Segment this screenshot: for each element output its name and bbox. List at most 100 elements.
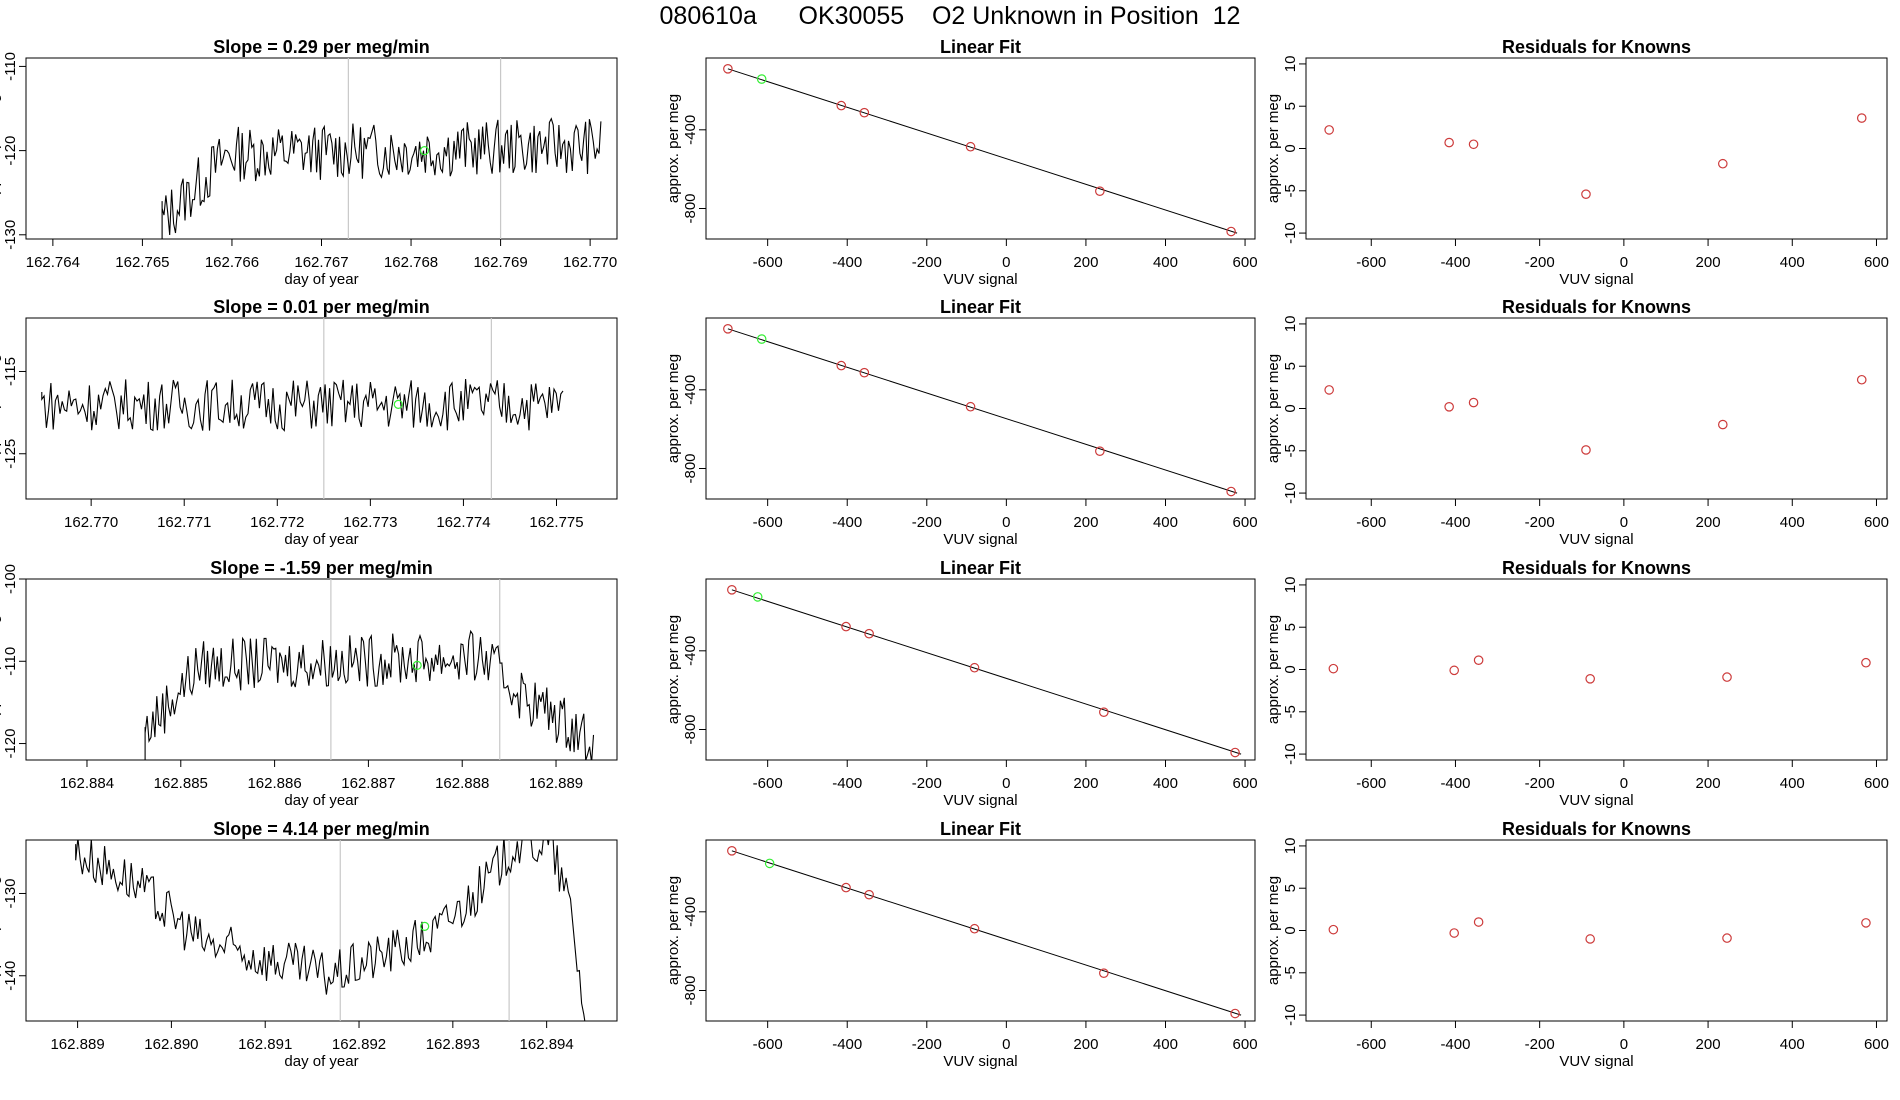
x-tick-label: 400 xyxy=(1153,514,1178,531)
chart-panel-10: Residuals for Knowns -600 -400 -200 0 200 400 6… xyxy=(1265,297,1889,548)
x-tick-label: -600 xyxy=(753,514,783,531)
panel-title: Residuals for Knowns xyxy=(1502,297,1691,317)
panel-title: Residuals for Knowns xyxy=(1502,37,1691,57)
x-tick-label: 200 xyxy=(1073,775,1098,792)
x-tick-label: 162.889 xyxy=(529,775,583,792)
x-axis-label: VUV signal xyxy=(1559,1053,1633,1070)
x-tick-label: 200 xyxy=(1073,1036,1098,1053)
x-tick-label: 200 xyxy=(1073,514,1098,531)
x-tick-label: 162.893 xyxy=(426,1036,480,1053)
x-tick-label: 600 xyxy=(1864,775,1889,792)
unknown-point xyxy=(419,146,430,156)
chart-panel-1: Slope = 0.29 per meg/min 162.764 162.765 16… xyxy=(0,37,618,288)
known-point xyxy=(1581,445,1591,455)
known-point xyxy=(864,628,874,639)
y-tick-label: 5 xyxy=(1282,623,1299,631)
plot-area xyxy=(1328,917,1871,944)
known-point xyxy=(1444,402,1454,412)
plot-frame xyxy=(25,839,618,1022)
y-tick-label: -130 xyxy=(2,220,19,250)
x-tick-label: 162.764 xyxy=(26,254,80,271)
known-point xyxy=(1468,139,1479,150)
x-tick-label: -200 xyxy=(912,1036,942,1053)
x-tick-label: -400 xyxy=(832,254,862,271)
x-axis-label: VUV signal xyxy=(943,792,1017,809)
x-axis-label: VUV signal xyxy=(943,271,1017,288)
chart-panel-2: Slope = 0.01 per meg/min 162.770 162.771 16… xyxy=(0,297,618,548)
unknown-point xyxy=(764,858,775,869)
known-point xyxy=(1230,1008,1240,1019)
x-tick-label: 600 xyxy=(1864,514,1889,531)
y-axis-label: approx. per meg xyxy=(1265,876,1282,985)
unknown-point xyxy=(420,921,430,931)
x-tick-label: -400 xyxy=(1440,254,1470,271)
y-tick-label: -800 xyxy=(682,975,699,1005)
y-tick-label: 0 xyxy=(1282,404,1299,412)
y-tick-label: -110 xyxy=(2,647,19,676)
x-tick-label: -600 xyxy=(1356,775,1386,792)
x-tick-label: -400 xyxy=(832,514,862,531)
y-tick-label: -5 xyxy=(1282,444,1299,457)
chart-panel-4: Slope = 4.14 per meg/min 162.889 162.890 16… xyxy=(0,819,618,1070)
plot-frame xyxy=(705,57,1256,240)
plot-area xyxy=(723,324,1238,497)
x-tick-label: 162.886 xyxy=(247,775,301,792)
known-point xyxy=(1718,419,1728,430)
x-tick-label: 600 xyxy=(1864,254,1889,271)
known-point xyxy=(1585,674,1595,684)
y-tick-label: -140 xyxy=(2,961,19,991)
y-tick-label: 10 xyxy=(1282,316,1299,333)
x-tick-label: -200 xyxy=(912,775,942,792)
known-point xyxy=(1718,158,1728,169)
y-tick-label: -400 xyxy=(682,115,699,145)
plot-frame xyxy=(705,317,1256,500)
panel-title: Slope = 0.29 per meg/min xyxy=(213,37,430,57)
known-point xyxy=(1473,655,1484,665)
x-axis-label: day of year xyxy=(284,531,358,548)
y-tick-label: 0 xyxy=(1282,144,1299,152)
signal-series-line xyxy=(144,629,595,760)
y-tick-label: 10 xyxy=(1282,577,1299,594)
plot-frame xyxy=(1305,57,1888,240)
chart-panel-9: Residuals for Knowns -600 -400 -200 0 200 400 6… xyxy=(1265,37,1889,288)
x-tick-label: -200 xyxy=(912,514,942,531)
known-point xyxy=(723,324,733,334)
panel-title: Slope = -1.59 per meg/min xyxy=(210,558,433,578)
x-tick-label: 162.770 xyxy=(563,254,617,271)
known-point xyxy=(1099,968,1109,978)
known-point xyxy=(1856,113,1867,123)
plot-area xyxy=(144,579,595,760)
known-point xyxy=(836,100,847,111)
plot-area xyxy=(75,840,586,1021)
x-tick-label: -400 xyxy=(1440,1036,1470,1053)
y-tick-label: -100 xyxy=(2,564,19,594)
panel-title: Residuals for Knowns xyxy=(1502,819,1691,839)
unknown-point xyxy=(752,592,763,602)
x-tick-label: 162.770 xyxy=(64,514,118,531)
plot-area xyxy=(727,585,1242,758)
x-tick-label: 200 xyxy=(1696,254,1721,271)
x-tick-label: 200 xyxy=(1696,1036,1721,1053)
known-point xyxy=(841,621,851,632)
x-tick-label: 400 xyxy=(1153,775,1178,792)
known-point xyxy=(841,882,851,893)
y-tick-label: -400 xyxy=(682,897,699,927)
x-tick-label: 162.773 xyxy=(343,514,397,531)
plot-frame xyxy=(1305,578,1888,761)
panel-title: Slope = 0.01 per meg/min xyxy=(213,297,430,317)
x-tick-label: 0 xyxy=(1002,514,1010,531)
x-axis-label: VUV signal xyxy=(943,531,1017,548)
x-tick-label: -600 xyxy=(1356,1036,1386,1053)
fit-line xyxy=(731,850,1242,1016)
signal-series-line xyxy=(41,378,564,432)
x-tick-label: 200 xyxy=(1073,254,1098,271)
known-point xyxy=(1449,928,1459,938)
x-tick-label: -400 xyxy=(832,775,862,792)
chart-panel-7: Linear Fit -600 -400 -200 0 200 400 600 -400 -800… xyxy=(665,558,1258,809)
plot-area xyxy=(41,318,564,499)
x-tick-label: 600 xyxy=(1233,254,1258,271)
y-tick-label: -400 xyxy=(682,375,699,405)
y-tick-label: -10 xyxy=(1282,222,1299,244)
unknown-point xyxy=(756,74,767,84)
